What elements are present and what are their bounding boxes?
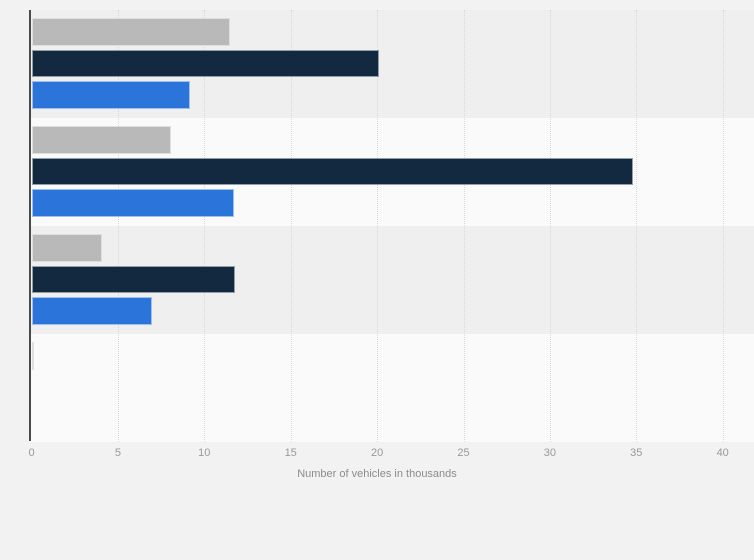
gridline-30 (549, 10, 551, 442)
gridline-10 (204, 10, 206, 442)
bar-series-2-dark-navy-group-2[interactable] (31, 157, 633, 185)
bar-series-1-gray-group-3[interactable] (31, 234, 103, 262)
gridline-25 (463, 10, 465, 442)
plot-band-group-4 (30, 334, 754, 442)
gridline-15 (290, 10, 292, 442)
gridline-35 (636, 10, 638, 442)
bar-series-1-gray-group-1[interactable] (31, 18, 231, 46)
y-axis-line (29, 10, 31, 441)
bar-series-2-dark-navy-group-3[interactable] (31, 265, 236, 293)
x-tick-label-35: 35 (630, 447, 643, 459)
x-tick-label-10: 10 (198, 447, 211, 459)
bar-series-3-blue-group-2[interactable] (31, 189, 234, 217)
gridline-40 (722, 10, 724, 442)
gridline-5 (117, 10, 119, 442)
x-tick-label-20: 20 (370, 447, 384, 459)
bar-series-3-blue-group-3[interactable] (31, 297, 153, 325)
gridline-20 (377, 10, 379, 442)
bar-series-1-gray-group-4[interactable] (31, 342, 34, 370)
x-tick-label-25: 25 (457, 447, 470, 459)
x-axis-title: Number of vehicles in thousands (297, 468, 457, 480)
bar-series-2-dark-navy-group-1[interactable] (31, 49, 379, 77)
x-tick-label-15: 15 (284, 447, 297, 459)
x-tick-label-30: 30 (543, 447, 557, 459)
bar-series-1-gray-group-2[interactable] (31, 126, 172, 154)
x-tick-label-40: 40 (716, 447, 729, 459)
bar-series-3-blue-group-1[interactable] (31, 81, 191, 109)
x-tick-label-5: 5 (114, 447, 121, 459)
x-tick-label-0: 0 (28, 447, 35, 459)
